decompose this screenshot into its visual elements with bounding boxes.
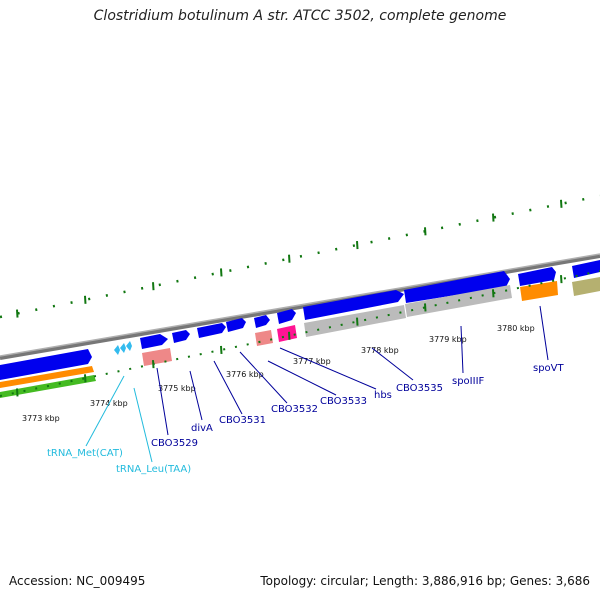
major-tick bbox=[356, 240, 359, 250]
major-tick bbox=[560, 199, 563, 208]
gene-label-cbo3529[interactable]: CBO3529 bbox=[151, 438, 198, 449]
magenta-feature[interactable] bbox=[277, 325, 297, 342]
gene-labels: CBO3529 divA CBO3531 CBO3532 CBO3533 hbs… bbox=[47, 363, 565, 475]
kbp-label: 3778 kbp bbox=[361, 346, 399, 355]
kbp-label: 3773 kbp bbox=[22, 414, 60, 423]
trna-label-met[interactable]: tRNA_Met(CAT) bbox=[47, 448, 123, 459]
map-title: Clostridium botulinum A str. ATCC 3502, … bbox=[93, 8, 507, 24]
cds-arrow[interactable] bbox=[254, 315, 270, 328]
pink-feature[interactable] bbox=[255, 330, 273, 346]
outer-tick-ring bbox=[0, 194, 600, 319]
inner-major-ticks bbox=[16, 275, 563, 397]
trna-arrow[interactable] bbox=[120, 343, 126, 353]
grey-feature[interactable] bbox=[304, 305, 406, 337]
cds-arrow[interactable] bbox=[172, 330, 190, 343]
gene-label-cbo3532[interactable]: CBO3532 bbox=[271, 404, 318, 415]
major-tick bbox=[220, 268, 223, 277]
cds-arrow[interactable] bbox=[0, 349, 92, 380]
gene-label-hbs[interactable]: hbs bbox=[374, 390, 392, 401]
gene-label-cbo3535[interactable]: CBO3535 bbox=[396, 383, 443, 394]
major-tick bbox=[492, 213, 495, 222]
cds-arrow[interactable] bbox=[226, 318, 246, 332]
major-tick bbox=[152, 360, 155, 369]
gene-label-cbo3531[interactable]: CBO3531 bbox=[219, 415, 266, 426]
cds-arrow[interactable] bbox=[572, 260, 600, 278]
cds-arrow[interactable] bbox=[518, 267, 556, 286]
cds-arrow[interactable] bbox=[197, 323, 226, 338]
accession-text: Accession: NC_009495 bbox=[9, 574, 146, 588]
genome-backbone bbox=[0, 254, 600, 360]
gene-label-spoiiif[interactable]: spoIIIF bbox=[452, 376, 485, 387]
major-tick bbox=[152, 282, 155, 291]
topology-summary: Topology: circular; Length: 3,886,916 bp… bbox=[260, 574, 590, 588]
gene-label-diva[interactable]: divA bbox=[191, 423, 213, 434]
kbp-label: 3780 kbp bbox=[497, 324, 535, 333]
forward-cds-track bbox=[0, 260, 600, 380]
gene-label-cbo3533[interactable]: CBO3533 bbox=[320, 396, 367, 407]
gene-leader-lines bbox=[156, 305, 549, 436]
cds-arrow[interactable] bbox=[303, 290, 404, 320]
kbp-label: 3779 kbp bbox=[429, 335, 467, 344]
orange-feature[interactable] bbox=[0, 366, 94, 388]
major-tick bbox=[288, 331, 291, 340]
gene-label-spovt[interactable]: spoVT bbox=[533, 363, 565, 374]
major-tick bbox=[560, 275, 563, 284]
major-tick bbox=[356, 317, 359, 326]
outer-major-ticks bbox=[16, 199, 563, 318]
feature-track-2 bbox=[0, 277, 600, 398]
major-tick bbox=[16, 388, 19, 397]
genome-backbone-highlight bbox=[0, 253, 600, 357]
kbp-label: 3776 kbp bbox=[226, 370, 264, 379]
cds-arrow[interactable] bbox=[140, 334, 168, 349]
major-tick bbox=[492, 289, 495, 298]
trna-arrow[interactable] bbox=[114, 345, 120, 355]
trna-label-leu[interactable]: tRNA_Leu(TAA) bbox=[116, 464, 191, 475]
major-tick bbox=[424, 303, 427, 312]
major-tick bbox=[424, 227, 427, 236]
trna-leader-lines bbox=[85, 375, 153, 463]
kbp-label: 3775 kbp bbox=[158, 384, 196, 393]
cds-arrow[interactable] bbox=[404, 271, 510, 303]
trna-arrow[interactable] bbox=[126, 341, 132, 351]
major-tick bbox=[288, 254, 291, 263]
cds-arrow[interactable] bbox=[277, 309, 296, 324]
major-tick bbox=[84, 295, 87, 304]
trna-features bbox=[114, 341, 132, 355]
pink-feature[interactable] bbox=[142, 348, 172, 366]
major-tick bbox=[220, 345, 223, 355]
major-tick bbox=[84, 374, 87, 383]
major-tick bbox=[16, 309, 19, 318]
olive-feature[interactable] bbox=[572, 277, 600, 296]
